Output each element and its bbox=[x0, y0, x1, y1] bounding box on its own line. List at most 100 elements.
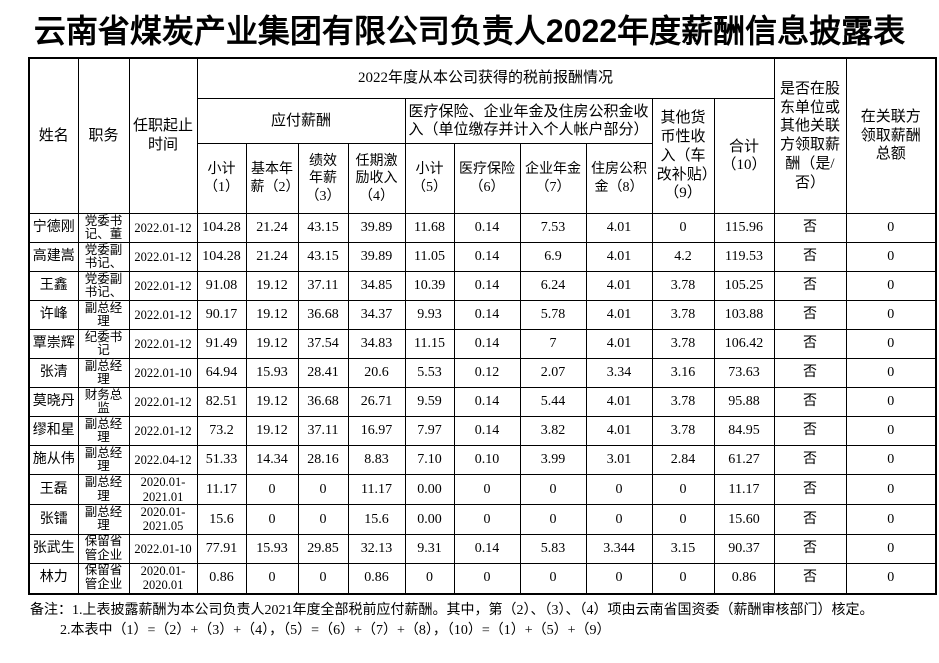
cell-c4: 32.13 bbox=[347, 533, 406, 564]
header-pretax-group: 2022年度从本公司获得的税前报酬情况 bbox=[196, 57, 775, 100]
cell-c3: 0 bbox=[297, 562, 349, 595]
table-row: 王鑫 党委副书记、 2022.01-12 91.08 19.12 37.11 34.85 10… bbox=[28, 271, 937, 302]
header-insurance-group: 医疗保险、企业年金及住房公积金收入（单位缴存并计入个人帐户部分） bbox=[404, 98, 653, 145]
cell-c3: 37.54 bbox=[297, 329, 349, 360]
cell-c1: 15.6 bbox=[196, 504, 247, 535]
table-body: 宁德刚 党委书记、董 2022.01-12 104.28 21.24 43.15 39.89… bbox=[28, 213, 937, 595]
cell-c2: 21.24 bbox=[245, 213, 299, 244]
cell-c3: 43.15 bbox=[297, 213, 349, 244]
cell-c10: 0.86 bbox=[713, 562, 775, 595]
cell-c4: 15.6 bbox=[347, 504, 406, 535]
cell-related: 否 bbox=[773, 416, 847, 447]
cell-c9: 3.78 bbox=[651, 300, 715, 331]
cell-c10: 73.63 bbox=[713, 358, 775, 389]
header-term: 任职起止时间 bbox=[128, 57, 198, 215]
cell-c2: 21.24 bbox=[245, 242, 299, 273]
cell-c5: 5.53 bbox=[404, 358, 455, 389]
cell-c1: 104.28 bbox=[196, 242, 247, 273]
cell-c2: 0 bbox=[245, 562, 299, 595]
header-subtotal5: 小计（5） bbox=[404, 143, 455, 215]
cell-c1: 91.49 bbox=[196, 329, 247, 360]
cell-c7: 5.44 bbox=[519, 387, 587, 418]
cell-c6: 0.14 bbox=[453, 300, 521, 331]
cell-c6: 0.14 bbox=[453, 387, 521, 418]
cell-c4: 16.97 bbox=[347, 416, 406, 447]
cell-c3: 43.15 bbox=[297, 242, 349, 273]
cell-c9: 3.16 bbox=[651, 358, 715, 389]
cell-c3: 37.11 bbox=[297, 271, 349, 302]
cell-c9: 0 bbox=[651, 562, 715, 595]
header-other9: 其他货币性收入（车改补贴）（9） bbox=[651, 98, 715, 215]
cell-related-total: 0 bbox=[845, 562, 937, 595]
cell-c10: 95.88 bbox=[713, 387, 775, 418]
cell-c8: 3.01 bbox=[585, 445, 653, 476]
cell-c9: 3.78 bbox=[651, 271, 715, 302]
cell-name: 张镭 bbox=[28, 504, 79, 535]
cell-c1: 73.2 bbox=[196, 416, 247, 447]
cell-related: 否 bbox=[773, 533, 847, 564]
cell-c8: 4.01 bbox=[585, 416, 653, 447]
footnote-1: 备注：1.上表披露薪酬为本公司负责人2021年度全部税前应付薪酬。其中，第（2）… bbox=[30, 602, 874, 618]
cell-c2: 15.93 bbox=[245, 358, 299, 389]
cell-name: 施从伟 bbox=[28, 445, 79, 476]
cell-c3: 37.11 bbox=[297, 416, 349, 447]
cell-c4: 11.17 bbox=[347, 474, 406, 506]
cell-c7: 3.99 bbox=[519, 445, 587, 476]
table-row: 许峰 副总经理 2022.01-12 90.17 19.12 36.68 34.37 9.93… bbox=[28, 300, 937, 331]
cell-c4: 8.83 bbox=[347, 445, 406, 476]
cell-c1: 90.17 bbox=[196, 300, 247, 331]
cell-c1: 11.17 bbox=[196, 474, 247, 506]
header-related-party: 是否在股东单位或其他关联方领取薪酬（是/否） bbox=[773, 57, 847, 215]
cell-c2: 19.12 bbox=[245, 300, 299, 331]
header-related-total: 在关联方领取薪酬总额 bbox=[845, 57, 937, 215]
cell-c2: 0 bbox=[245, 504, 299, 535]
cell-c10: 84.95 bbox=[713, 416, 775, 447]
cell-related-total: 0 bbox=[845, 329, 937, 360]
table-row: 张镭 副总经理 2020.01-2021.05 15.6 0 0 15.6 0.00 0 0 0 0 1… bbox=[28, 504, 937, 535]
cell-position: 财务总监 bbox=[77, 387, 130, 418]
cell-position: 纪委书记 bbox=[77, 329, 130, 360]
cell-name: 王磊 bbox=[28, 474, 79, 506]
cell-name: 许峰 bbox=[28, 300, 79, 331]
cell-c1: 91.08 bbox=[196, 271, 247, 302]
table-row: 高建嵩 党委副书记、 2022.01-12 104.28 21.24 43.15 39.89… bbox=[28, 242, 937, 273]
cell-c1: 51.33 bbox=[196, 445, 247, 476]
cell-c6: 0.14 bbox=[453, 329, 521, 360]
footnotes: 备注：1.上表披露薪酬为本公司负责人2021年度全部税前应付薪酬。其中，第（2）… bbox=[30, 601, 939, 642]
cell-c7: 0 bbox=[519, 504, 587, 535]
cell-position: 副总经理 bbox=[77, 416, 130, 447]
cell-c4: 34.37 bbox=[347, 300, 406, 331]
cell-c4: 39.89 bbox=[347, 213, 406, 244]
cell-position: 保留省管企业 bbox=[77, 533, 130, 564]
cell-related: 否 bbox=[773, 387, 847, 418]
cell-c3: 36.68 bbox=[297, 387, 349, 418]
cell-c10: 11.17 bbox=[713, 474, 775, 506]
cell-c4: 26.71 bbox=[347, 387, 406, 418]
cell-c9: 0 bbox=[651, 474, 715, 506]
cell-term: 2022.01-10 bbox=[128, 533, 198, 564]
cell-related-total: 0 bbox=[845, 213, 937, 244]
cell-related-total: 0 bbox=[845, 445, 937, 476]
cell-c4: 34.83 bbox=[347, 329, 406, 360]
cell-c9: 3.78 bbox=[651, 387, 715, 418]
cell-c10: 115.96 bbox=[713, 213, 775, 244]
cell-c2: 19.12 bbox=[245, 271, 299, 302]
cell-c6: 0.14 bbox=[453, 533, 521, 564]
cell-c7: 0 bbox=[519, 474, 587, 506]
cell-c5: 11.68 bbox=[404, 213, 455, 244]
cell-c7: 2.07 bbox=[519, 358, 587, 389]
cell-c9: 0 bbox=[651, 504, 715, 535]
table-row: 覃崇辉 纪委书记 2022.01-12 91.49 19.12 37.54 34.83 11.… bbox=[28, 329, 937, 360]
cell-term: 2020.01-2021.01 bbox=[128, 474, 198, 506]
table-row: 缪和星 副总经理 2022.01-12 73.2 19.12 37.11 16.97 7.97… bbox=[28, 416, 937, 447]
cell-c10: 105.25 bbox=[713, 271, 775, 302]
table-header: 姓名 职务 任职起止时间 2022年度从本公司获得的税前报酬情况 是否在股东单位… bbox=[28, 57, 937, 215]
cell-c5: 7.10 bbox=[404, 445, 455, 476]
cell-c2: 19.12 bbox=[245, 387, 299, 418]
cell-c5: 0.00 bbox=[404, 474, 455, 506]
cell-term: 2022.01-12 bbox=[128, 213, 198, 244]
cell-position: 副总经理 bbox=[77, 358, 130, 389]
cell-name: 张清 bbox=[28, 358, 79, 389]
header-row-3: 小计（1） 基本年薪（2） 绩效年薪（3） 任期激励收入（4） 小计（5） 医疗… bbox=[29, 143, 936, 215]
table-row: 张清 副总经理 2022.01-10 64.94 15.93 28.41 20.6 5.53 0… bbox=[28, 358, 937, 389]
